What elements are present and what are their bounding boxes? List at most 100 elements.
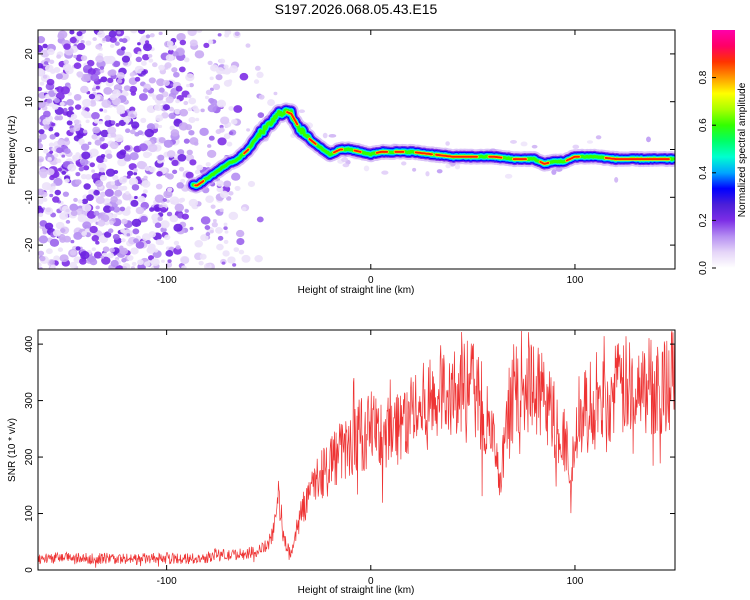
spectrogram-noise-cell xyxy=(131,261,137,266)
spectrogram-noise-cell xyxy=(156,78,166,87)
colorbar-label: Normalized spectral amplitude xyxy=(737,82,748,217)
spectrogram-noise-cell xyxy=(98,120,103,125)
spectrogram-noise-cell xyxy=(112,206,121,213)
spectrogram-noise-cell xyxy=(134,76,141,82)
spectrogram-noise-cell xyxy=(77,216,84,222)
spectrogram-noise-cell xyxy=(129,85,138,93)
spectrogram-noise-cell xyxy=(38,138,42,143)
spectrogram-noise-cell xyxy=(193,141,199,146)
spectrogram-noise-cell xyxy=(112,89,121,97)
spectrogram-noise-cell xyxy=(103,231,112,238)
spectrogram-noise-cell xyxy=(131,184,140,191)
spectrogram-noise-cell xyxy=(109,220,115,225)
spectrogram-noise-cell xyxy=(121,218,128,225)
spectrogram-noise-cell xyxy=(78,166,85,172)
spectrogram-noise-cell xyxy=(171,159,179,167)
spectrogram-noise-cell xyxy=(126,170,134,177)
spectrogram-noise-cell xyxy=(172,51,179,57)
spectrogram-noise-cell xyxy=(46,98,53,104)
spectrogram-noise-cell xyxy=(445,141,450,146)
spectrogram-noise-cell xyxy=(38,69,43,76)
spectrogram-ridge-peak xyxy=(308,138,317,145)
spectrogram-noise-cell xyxy=(99,136,105,142)
spectrogram-noise-cell xyxy=(62,107,68,113)
spectrogram-noise-cell xyxy=(178,166,185,172)
spectrogram-noise-cell xyxy=(228,191,234,196)
spectrogram-noise-cell xyxy=(90,99,96,105)
spectrogram-noise-cell xyxy=(215,67,225,75)
spectrogram-noise-cell xyxy=(137,51,142,56)
snr-x-tick-label: 0 xyxy=(368,576,374,587)
spectrogram-noise-cell xyxy=(130,113,135,118)
spectrogram-noise-cell xyxy=(586,140,594,144)
spectrogram-noise-cell xyxy=(38,100,46,109)
spectrogram-noise-cell xyxy=(247,180,256,188)
spectrogram-y-tick-label: -10 xyxy=(24,190,35,205)
spectrogram-noise-cell xyxy=(44,222,54,230)
spectrogram-noise-cell xyxy=(128,177,139,186)
spectrogram-noise-cell xyxy=(165,262,173,268)
spectrogram-noise-cell xyxy=(173,240,180,246)
spectrogram-noise-cell xyxy=(129,72,136,77)
spectrogram-noise-cell xyxy=(175,245,181,250)
spectrogram-noise-cell xyxy=(97,219,106,227)
spectrogram-noise-cell xyxy=(57,167,63,172)
spectrogram-noise-cell xyxy=(115,123,120,127)
spectrogram-noise-cell xyxy=(93,251,103,259)
spectrogram-noise-cell xyxy=(211,65,216,70)
spectrogram-noise-cell xyxy=(142,151,151,159)
spectrogram-noise-cell xyxy=(133,171,138,176)
spectrogram-noise-cell xyxy=(183,57,190,63)
spectrogram-noise-cell xyxy=(137,130,144,136)
spectrogram-noise-cell xyxy=(81,231,87,237)
spectrogram-noise-cell xyxy=(39,171,48,179)
colorbar-tick-label: 0.2 xyxy=(698,213,709,227)
spectrogram-noise-cell xyxy=(122,192,132,201)
spectrogram-noise-cell xyxy=(99,66,105,70)
spectrogram-noise-cell xyxy=(217,33,222,37)
spectrogram-noise-cell xyxy=(56,54,62,59)
spectrogram-noise-cell xyxy=(200,108,205,113)
spectrogram-noise-cell xyxy=(129,106,136,113)
spectrogram-noise-cell xyxy=(88,93,96,100)
spectrogram-noise-cell xyxy=(38,235,48,244)
spectrogram-noise-cell xyxy=(162,198,168,202)
spectrogram-noise-cell xyxy=(208,135,215,141)
spectrogram-noise-cell xyxy=(228,106,234,111)
spectrogram-noise-cell xyxy=(188,198,199,207)
spectrogram-noise-cell xyxy=(203,42,210,49)
spectrogram-noise-cell xyxy=(106,153,113,159)
spectrogram-noise-cell xyxy=(59,228,66,233)
spectrogram-noise-cell xyxy=(130,247,139,255)
spectrogram-noise-cell xyxy=(43,149,49,154)
spectrogram-noise-cell xyxy=(76,71,84,78)
spectrogram-noise-cell xyxy=(226,196,232,201)
spectrogram-noise-cell xyxy=(133,111,137,115)
spectrogram-noise-cell xyxy=(246,128,251,132)
spectrogram-noise-cell xyxy=(256,216,264,223)
spectrogram-noise-cell xyxy=(45,248,53,255)
colorbar-tick-label: 0.6 xyxy=(698,118,709,132)
spectrogram-noise-cell xyxy=(200,216,211,225)
spectrogram-noise-cell xyxy=(188,97,197,105)
spectrogram-noise-cell xyxy=(157,154,165,161)
spectrogram-noise-cell xyxy=(186,149,193,156)
spectrogram-noise-cell xyxy=(183,100,189,106)
spectrogram-noise-cell xyxy=(124,145,131,151)
spectrogram-noise-cell xyxy=(126,175,131,179)
spectrogram-noise-cell xyxy=(38,205,42,210)
spectrogram-noise-cell xyxy=(194,239,204,248)
spectrogram-noise-cell xyxy=(158,124,163,129)
snr-x-axis-label: Height of straight line (km) xyxy=(298,585,415,596)
spectrogram-noise-cell xyxy=(67,163,77,172)
spectrogram-noise-cell xyxy=(86,59,95,67)
spectrogram-noise-cell xyxy=(83,183,91,190)
spectrogram-noise-cell xyxy=(62,191,70,197)
spectrogram-noise-cell xyxy=(226,141,233,147)
spectrogram-noise-cell xyxy=(75,246,81,251)
spectrogram-noise-cell xyxy=(129,129,136,135)
spectrogram-noise-cell xyxy=(412,167,417,172)
spectrogram-noise-cell xyxy=(54,189,62,196)
spectrogram-noise-cell xyxy=(38,162,42,167)
spectrogram-noise-cell xyxy=(42,74,48,79)
